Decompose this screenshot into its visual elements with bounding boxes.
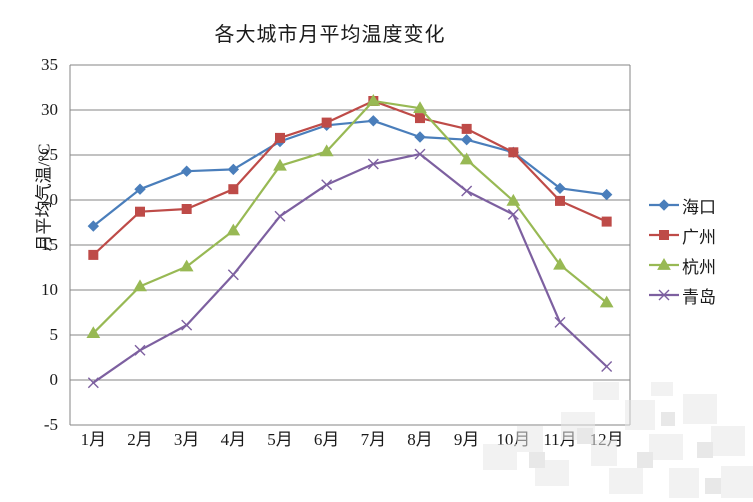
legend-marker-triangle-icon bbox=[648, 257, 680, 273]
series-line bbox=[87, 115, 613, 232]
x-tick-label: 7月 bbox=[360, 430, 387, 449]
legend-item[interactable]: 青岛 bbox=[648, 280, 748, 310]
y-tick-label: 0 bbox=[49, 370, 59, 389]
legend-label: 杭州 bbox=[682, 257, 716, 277]
x-tick-label: 5月 bbox=[267, 430, 293, 449]
legend-marker-diamond-icon bbox=[648, 197, 680, 213]
x-tick-label: 10月 bbox=[496, 430, 531, 449]
x-tick-label: 1月 bbox=[80, 430, 107, 449]
x-tick-label: 3月 bbox=[173, 430, 200, 449]
x-tick-label: 8月 bbox=[407, 430, 433, 449]
x-tick-label: 6月 bbox=[313, 430, 340, 449]
legend-label: 广州 bbox=[682, 227, 716, 247]
chart-title: 各大城市月平均温度变化 bbox=[214, 24, 446, 46]
x-tick-label: 12月 bbox=[589, 430, 624, 449]
legend-label: 青岛 bbox=[682, 287, 716, 307]
y-tick-label: 15 bbox=[41, 235, 58, 254]
y-tick-label: 10 bbox=[41, 280, 58, 299]
y-tick-label: 20 bbox=[41, 190, 58, 209]
x-tick-label: 4月 bbox=[220, 430, 247, 449]
y-tick-label: 35 bbox=[41, 55, 58, 74]
y-tick-label: 30 bbox=[41, 100, 58, 119]
legend-marker-x-icon bbox=[648, 287, 680, 303]
y-tick-label: 25 bbox=[41, 145, 58, 164]
x-tick-label: 11月 bbox=[543, 430, 577, 449]
y-tick-label: 5 bbox=[49, 325, 59, 344]
legend-item[interactable]: 广州 bbox=[648, 220, 748, 250]
legend-item[interactable]: 海口 bbox=[648, 190, 748, 220]
y-tick-label: -5 bbox=[43, 415, 58, 434]
chart-legend: 海口 广州 杭州 青岛 bbox=[648, 190, 748, 310]
series-line bbox=[86, 94, 614, 339]
legend-label: 海口 bbox=[682, 197, 716, 217]
x-tick-label: 2月 bbox=[127, 430, 153, 449]
legend-marker-square-icon bbox=[648, 227, 680, 243]
legend-item[interactable]: 杭州 bbox=[648, 250, 748, 280]
series-line bbox=[87, 148, 613, 389]
x-tick-label: 9月 bbox=[453, 430, 480, 449]
